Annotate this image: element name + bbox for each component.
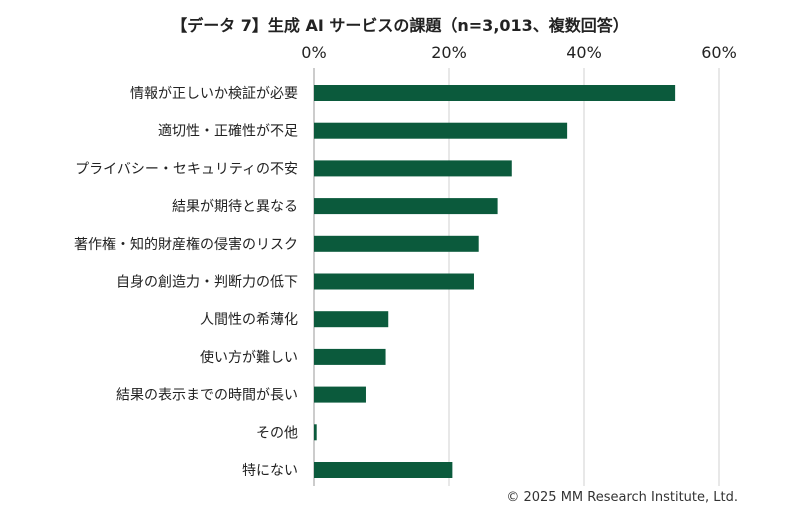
bar [314,235,479,252]
category-label: 著作権・知的財産権の侵害のリスク [74,236,298,253]
category-label: プライバシー・セキュリティの不安 [75,161,298,177]
category-label: 結果の表示までの時間が長い [116,388,298,404]
category-label: 適切性・正確性が不足 [158,123,298,140]
bar [314,348,386,365]
bar [314,273,474,290]
x-tick-label: 0% [301,43,326,62]
category-label: 人間性の希薄化 [200,312,298,328]
category-label: 特にない [242,463,298,479]
bar [314,462,453,478]
copyright-notice: © 2025 MM Research Institute, Ltd. [506,490,738,505]
category-label: その他 [256,425,298,441]
category-label: 自身の創造力・判断力の低下 [116,275,298,291]
bar [314,122,568,139]
bar [314,160,512,177]
bar [314,311,389,328]
bar [314,198,498,215]
x-tick-label: 20% [431,43,467,62]
bar [314,386,366,403]
x-tick-labels: 0% 20% 40% 60% [301,43,736,62]
x-tick-label: 60% [701,43,737,62]
category-label: 使い方が難しい [200,349,298,366]
x-tick-label: 40% [566,43,602,62]
chart-title: 【データ 7】生成 AI サービスの課題（n=3,013、複数回答） [171,16,629,35]
category-labels: 情報が正しいか検証が必要適切性・正確性が不足プライバシー・セキュリティの不安結果… [74,86,298,479]
category-label: 情報が正しいか検証が必要 [130,86,298,102]
category-label: 結果が期待と異なる [172,199,298,215]
bar [314,85,676,101]
bar [314,424,317,441]
bars [314,85,676,478]
